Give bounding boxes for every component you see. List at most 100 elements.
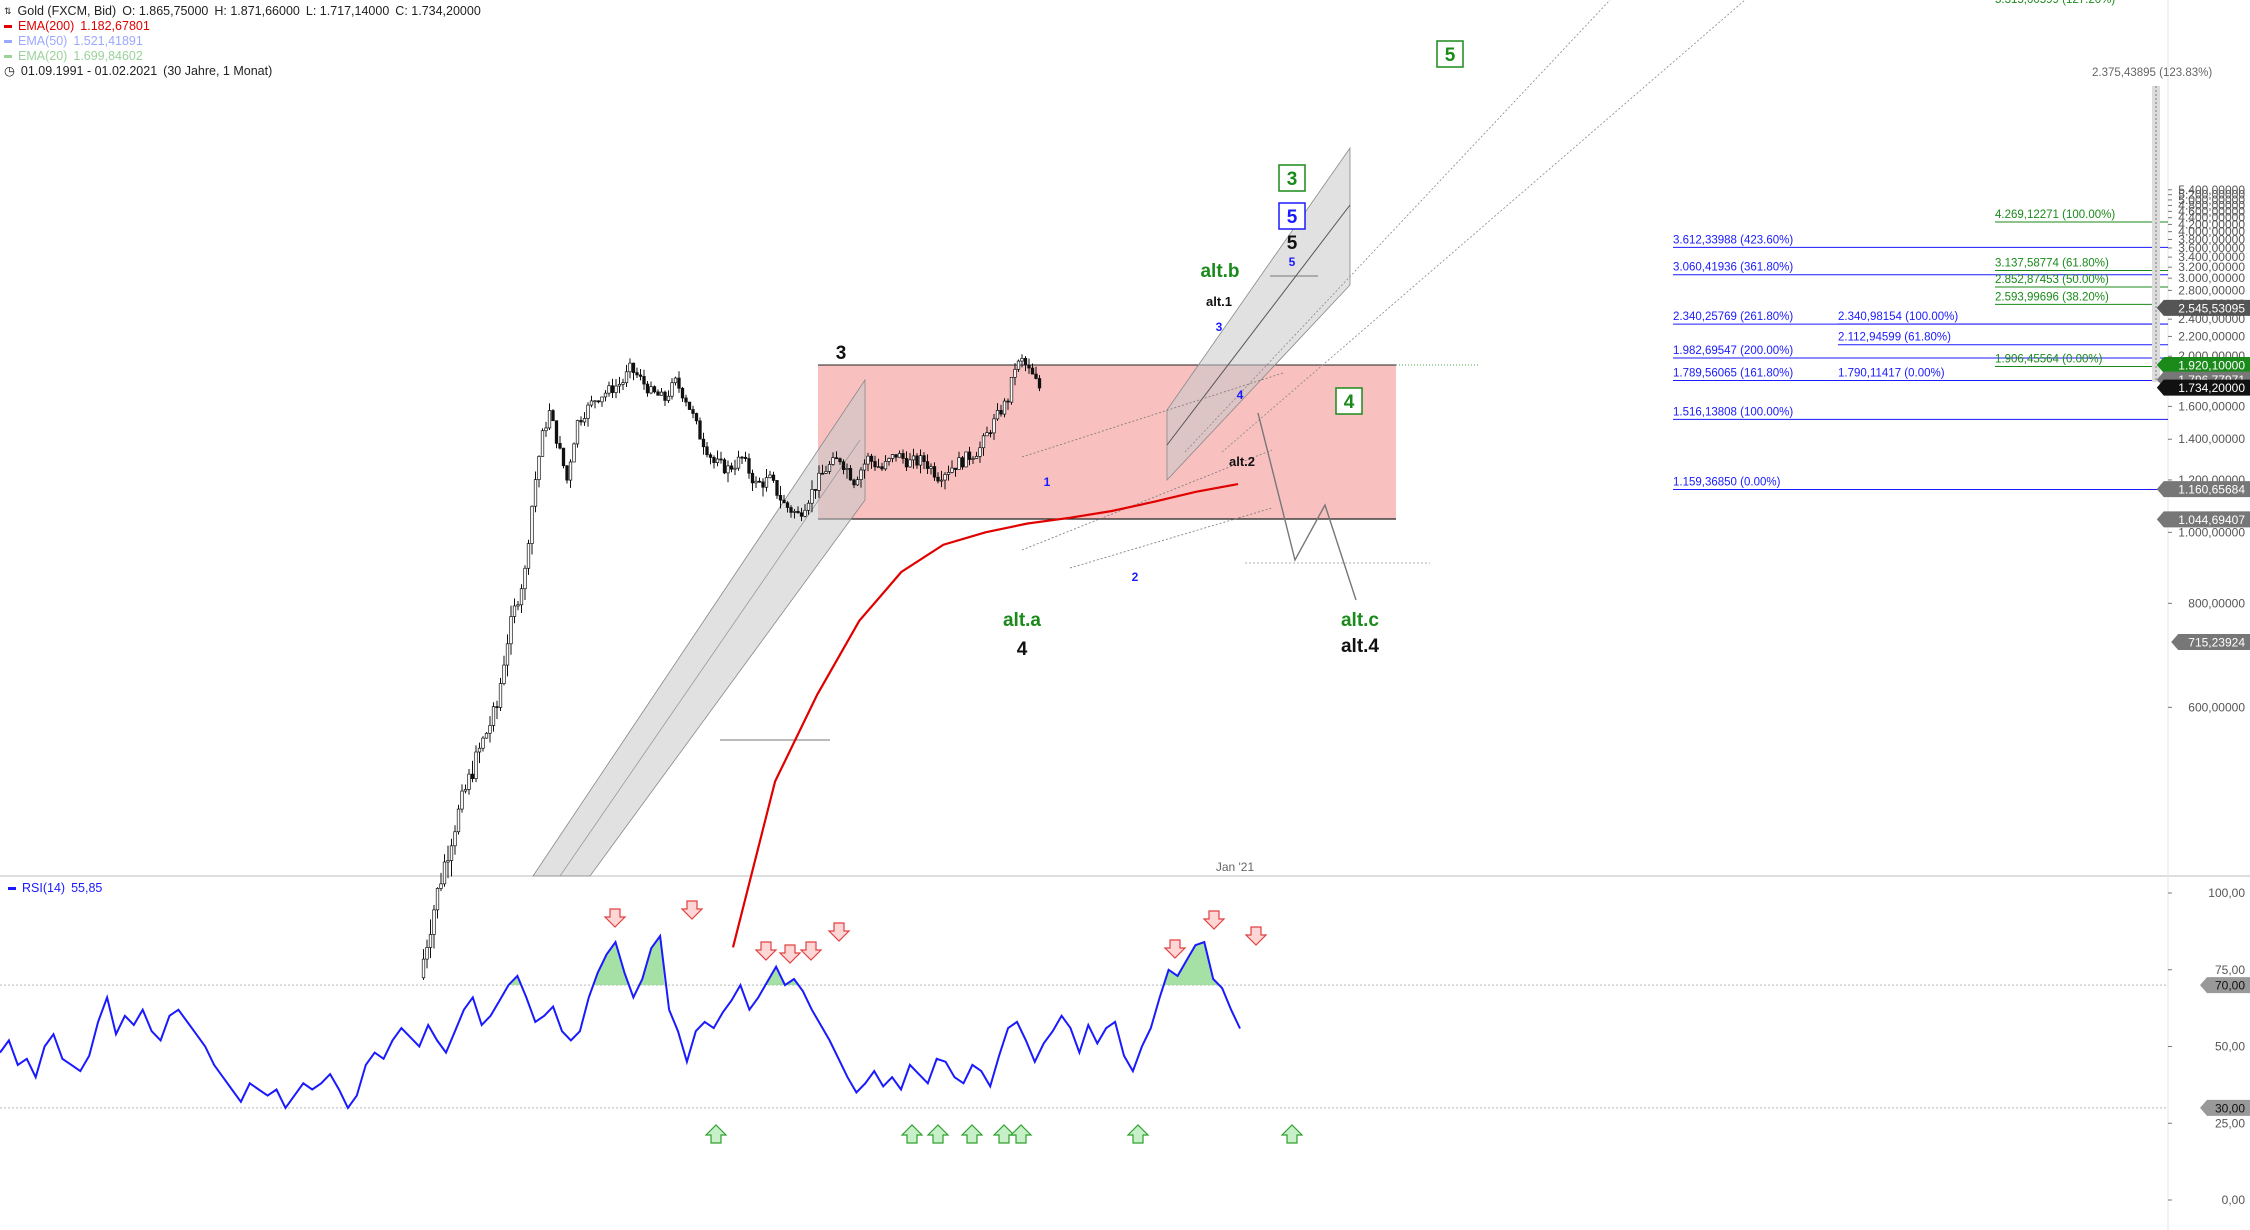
sell-signal-arrow [1202,910,1226,930]
candle-body [999,410,1003,415]
candle [701,432,706,455]
wave-label: alt.1 [1206,294,1232,309]
candle [491,702,496,732]
buy-signal-arrow [992,1124,1016,1144]
candle-body [516,604,520,607]
candle-body [782,499,786,504]
candle-body [848,468,853,481]
candle-body [512,605,517,617]
candle-body [715,458,720,463]
fib-label: 2.852,87453 (50.00%) [1995,274,2109,286]
candle [1016,359,1021,372]
candle-body [985,432,989,437]
candle [1013,363,1017,386]
wave-box [1436,40,1464,68]
price-tag-label: 715,23924 [2188,636,2245,650]
candle-body [796,510,800,514]
candle-body [841,461,846,470]
candle-body [1023,358,1028,366]
candle-body [628,362,632,373]
candle-body [908,459,912,468]
candle [652,385,657,394]
candle-body [456,808,461,833]
candle [421,949,426,980]
candle-body [635,372,639,376]
candle [687,401,692,411]
candle-body [460,790,464,810]
candle [890,453,895,463]
candle [586,402,590,427]
candle [750,469,755,492]
candle-body [904,458,909,468]
candle-body [589,400,594,406]
candle-body [575,420,580,445]
rsi-y-tick-label: 0,00 [2222,1193,2246,1207]
candle-body [1030,367,1035,375]
candle [670,378,674,400]
candle [747,453,751,479]
candle-body [792,510,797,513]
candle [743,451,748,462]
target-zone [818,364,1396,519]
candle-body [670,382,674,397]
candle [988,429,993,438]
candle-body [761,481,765,488]
candle [838,457,842,465]
y-tick-label: 3.200,00000 [2178,260,2245,274]
candle [523,565,527,601]
candle [502,655,506,686]
candle-body [883,461,888,470]
candle [1037,375,1042,392]
candle-body [449,845,454,861]
wave-label: 5 [1445,45,1456,66]
candle-body [631,362,636,373]
candle-body [684,397,688,403]
candle [901,449,905,464]
candle-body [607,385,611,394]
y-tick-label: 5.400,00000 [2178,183,2245,197]
fib-label: 1.159,36850 (0.00%) [1673,476,1781,488]
candle-body [922,455,926,462]
candle-body [712,457,716,463]
legend-ema50-row[interactable]: EMA(50) 1.521,41891 [4,34,481,49]
candle-body [936,476,940,482]
candle-body [729,465,734,470]
ray-1 [1184,0,1611,453]
candle [428,919,433,959]
candle-body [981,435,986,449]
candle-body [708,454,713,458]
candle [484,732,489,739]
legend-ema20-row[interactable]: EMA(20) 1.699,84602 [4,49,481,64]
candle [792,509,797,519]
price-tag-label: 1.920,10000 [2178,358,2245,372]
candle-body [453,831,457,847]
candle [607,381,611,397]
candle [603,390,608,402]
candle-body [726,465,730,474]
fib-label: 2.593,99696 (38.20%) [1995,291,2109,303]
candle-body [824,471,828,474]
candle [631,362,636,381]
candle [449,838,454,877]
candle-body [523,567,527,590]
ema200-line [731,483,1239,948]
candle-body [845,468,849,470]
candle [712,455,716,469]
candle [859,467,863,488]
candle [918,449,923,474]
ray-5 [1069,507,1273,569]
candle [869,453,874,469]
candle-body [474,751,478,779]
candle-body [852,479,856,486]
y-tick-label: 600,00000 [2188,700,2245,714]
candle [694,412,699,425]
candle-body [960,457,965,468]
candle-body [876,466,881,469]
legend-ema200-row[interactable]: EMA(200) 1.182,67801 [4,19,481,34]
wave-box [1278,202,1306,230]
candle-body [1006,400,1010,403]
wave-label: 3 [836,343,847,364]
candle-body [771,474,776,481]
candle [547,403,552,430]
